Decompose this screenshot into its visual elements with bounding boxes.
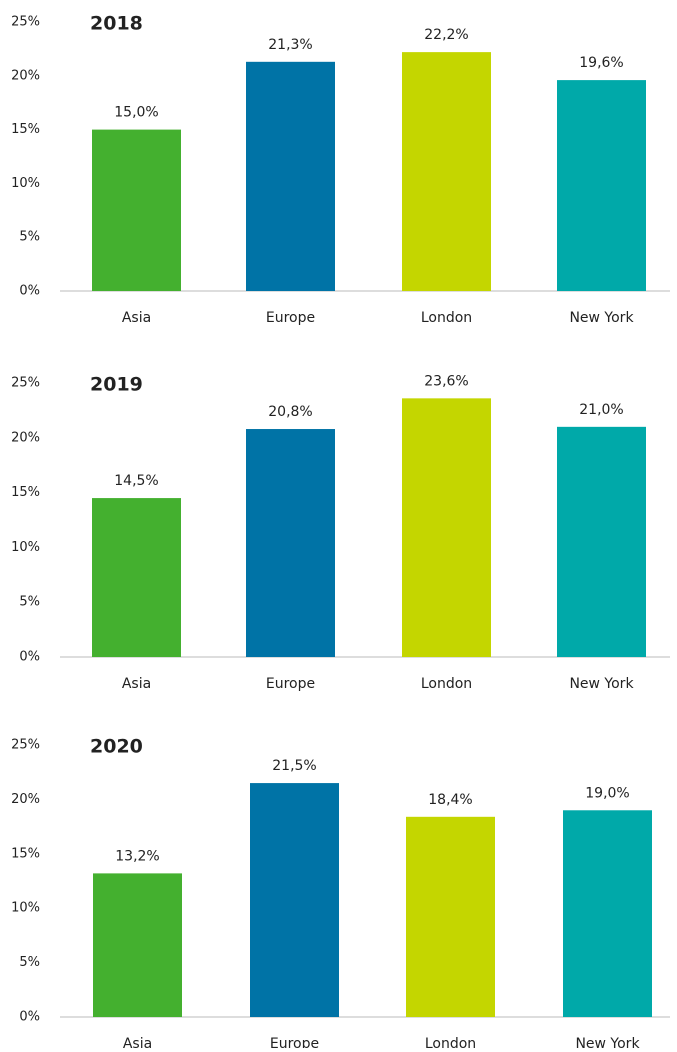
chart-title: 2019	[90, 374, 143, 396]
y-tick-label: 10%	[11, 901, 40, 916]
bar	[406, 816, 495, 1017]
value-label: 20,8%	[268, 404, 312, 420]
value-label: 13,2%	[115, 848, 159, 864]
bar	[93, 873, 182, 1017]
bar	[250, 783, 339, 1017]
value-label: 21,3%	[268, 37, 312, 53]
x-tick-label: Europe	[266, 310, 315, 326]
x-tick-label: London	[421, 676, 472, 692]
bar	[246, 429, 335, 657]
y-tick-label: 20%	[11, 68, 40, 83]
value-label: 18,4%	[428, 792, 472, 808]
y-tick-label: 20%	[11, 430, 40, 445]
chart-title: 2018	[90, 13, 143, 35]
y-tick-label: 15%	[11, 846, 40, 861]
y-tick-label: 5%	[19, 955, 40, 970]
x-tick-label: New York	[569, 676, 634, 692]
y-tick-label: 10%	[11, 540, 40, 555]
x-tick-label: London	[421, 310, 472, 326]
value-label: 21,5%	[272, 758, 316, 774]
y-tick-label: 0%	[19, 284, 40, 299]
x-tick-label: New York	[569, 310, 634, 326]
x-tick-label: Asia	[122, 676, 151, 692]
bar	[557, 80, 646, 291]
bar	[246, 61, 335, 292]
bar	[563, 810, 652, 1017]
value-label: 15,0%	[114, 105, 158, 121]
value-label: 22,2%	[424, 27, 468, 43]
bar	[92, 129, 181, 291]
y-tick-label: 20%	[11, 792, 40, 807]
y-tick-label: 10%	[11, 176, 40, 191]
bar	[557, 426, 646, 657]
y-tick-label: 25%	[11, 738, 40, 753]
value-label: 21,0%	[579, 402, 623, 418]
value-label: 19,0%	[585, 785, 629, 801]
x-tick-label: New York	[575, 1036, 640, 1048]
bar	[92, 498, 181, 657]
x-tick-label: Europe	[270, 1036, 319, 1048]
x-tick-label: London	[425, 1036, 476, 1048]
y-tick-label: 0%	[19, 1010, 40, 1025]
x-tick-label: Asia	[122, 310, 151, 326]
y-tick-label: 15%	[11, 485, 40, 500]
value-label: 14,5%	[114, 473, 158, 489]
y-tick-label: 0%	[19, 650, 40, 665]
chart-title: 2020	[90, 736, 143, 758]
y-tick-label: 5%	[19, 230, 40, 245]
value-label: 19,6%	[579, 55, 623, 71]
bar	[402, 398, 491, 657]
value-label: 23,6%	[424, 373, 468, 389]
bar	[402, 52, 491, 292]
y-tick-label: 5%	[19, 595, 40, 610]
y-tick-label: 15%	[11, 122, 40, 137]
x-tick-label: Europe	[266, 676, 315, 692]
y-tick-label: 25%	[11, 376, 40, 391]
x-tick-label: Asia	[123, 1036, 152, 1048]
y-tick-label: 25%	[11, 15, 40, 30]
